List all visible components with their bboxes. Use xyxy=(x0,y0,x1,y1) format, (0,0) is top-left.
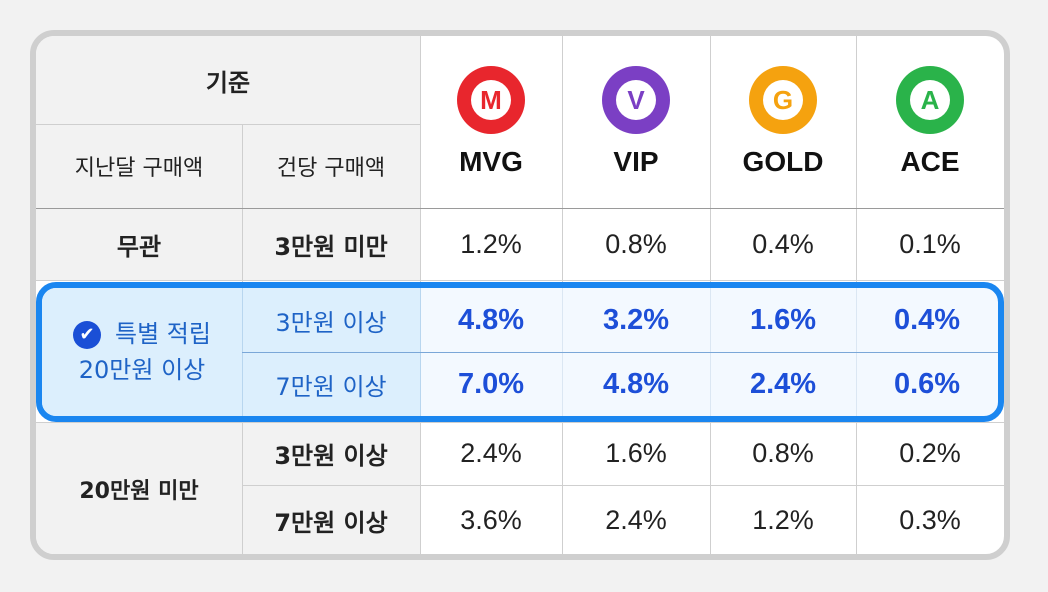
any-label: 무관 xyxy=(116,232,162,261)
table-cell: 3.6% xyxy=(460,505,522,535)
under-a-cond: 3만원 이상 xyxy=(274,442,388,470)
row-any-per-purchase: 3만원 미만 xyxy=(242,208,420,280)
special-label-line2: 20만원 이상 xyxy=(78,356,206,384)
row-any-last-month: 무관 xyxy=(36,208,242,280)
row-under-a-per-purchase: 3만원 이상 xyxy=(242,422,420,485)
table-cell: 0.2% xyxy=(899,438,961,468)
under-20-label: 20만원 미만 xyxy=(79,479,199,504)
tier-name: ACE xyxy=(900,146,960,177)
special-a-cond: 3만원 이상 xyxy=(275,308,387,337)
special-row-label: ✔ 특별 적립 20만원 이상 xyxy=(42,288,242,416)
criteria-label: 기준 xyxy=(205,68,251,97)
mvg-badge-icon: M xyxy=(457,66,525,134)
tier-name: GOLD xyxy=(742,146,824,177)
table-cell: 0.1% xyxy=(899,228,961,259)
criteria-header: 기준 xyxy=(36,36,420,124)
table-cell: 3.2% xyxy=(602,303,670,336)
tier-gold-header: G GOLD xyxy=(710,36,856,208)
table-cell: 1.2% xyxy=(752,505,814,535)
table-cell: 0.4% xyxy=(893,303,961,336)
table-cell: 0.8% xyxy=(752,438,814,468)
tier-ace-header: A ACE xyxy=(856,36,1004,208)
table-cell: 1.6% xyxy=(749,303,817,336)
last-month-label: 지난달 구매액 xyxy=(74,156,204,181)
special-b-cond: 7만원 이상 xyxy=(275,372,387,401)
ace-badge-icon: A xyxy=(896,66,964,134)
row-under-b-per-purchase: 7만원 이상 xyxy=(242,485,420,554)
table-cell: 4.8% xyxy=(457,303,525,336)
table-cell: 0.4% xyxy=(752,228,814,259)
last-month-header: 지난달 구매액 xyxy=(36,124,242,208)
special-label-line1: 특별 적립 xyxy=(115,320,211,348)
vip-badge-icon: V xyxy=(602,66,670,134)
table-cell: 2.4% xyxy=(605,505,667,535)
row-under-last-month: 20만원 미만 xyxy=(36,422,242,554)
under-3-label: 3만원 미만 xyxy=(274,232,388,261)
tier-mvg-header: M MVG xyxy=(420,36,562,208)
tier-vip-header: V VIP xyxy=(562,36,710,208)
tier-name: MVG xyxy=(459,146,523,177)
per-purchase-header: 건당 구매액 xyxy=(242,124,420,208)
table-cell: 0.8% xyxy=(605,228,667,259)
table-cell: 2.4% xyxy=(749,367,817,400)
table-cell: 0.3% xyxy=(899,505,961,535)
special-a-per-purchase: 3만원 이상 xyxy=(242,288,420,352)
table-cell: 1.6% xyxy=(605,438,667,468)
table-cell: 7.0% xyxy=(457,367,525,400)
table-cell: 0.6% xyxy=(893,367,961,400)
tier-name: VIP xyxy=(613,146,659,177)
per-purchase-label: 건당 구매액 xyxy=(276,156,386,181)
check-circle-icon: ✔ xyxy=(73,321,102,349)
table-cell: 2.4% xyxy=(460,438,522,468)
special-b-per-purchase: 7만원 이상 xyxy=(242,352,420,416)
table-cell: 1.2% xyxy=(460,228,522,259)
gold-badge-icon: G xyxy=(749,66,817,134)
table-cell: 4.8% xyxy=(602,367,670,400)
rate-table: 기준 지난달 구매액 건당 구매액 무관 3만원 미만 20만원 미만 3만원 … xyxy=(30,30,1010,560)
under-b-cond: 7만원 이상 xyxy=(274,509,388,537)
